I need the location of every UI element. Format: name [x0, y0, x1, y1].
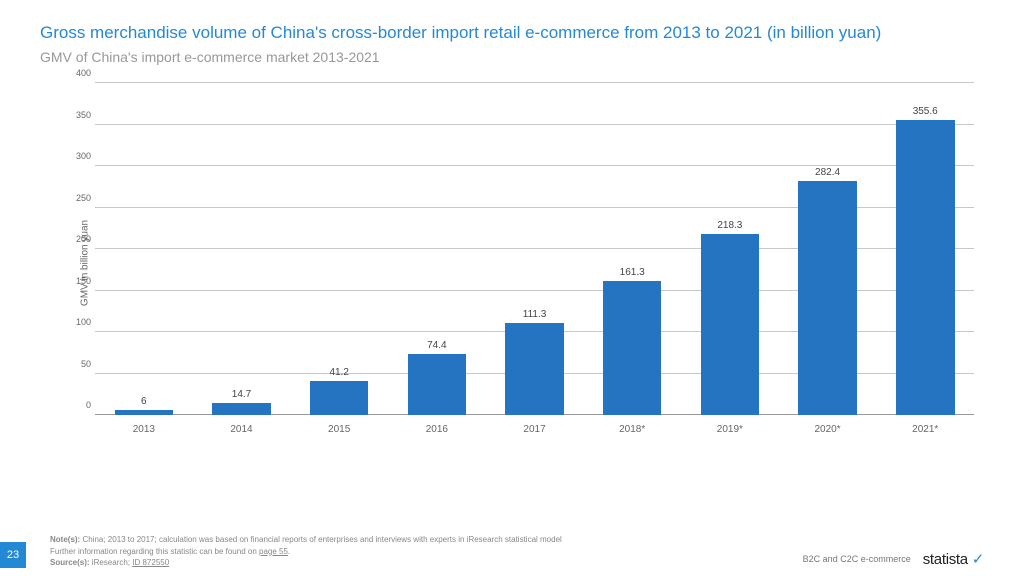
bar	[212, 403, 271, 415]
bar-value-label: 41.2	[329, 367, 348, 378]
y-tick-label: 200	[67, 234, 91, 244]
source-text: iResearch;	[90, 558, 133, 567]
footer-right: B2C and C2C e-commerce statista ✓	[803, 550, 984, 568]
bar	[505, 323, 564, 415]
brand-check-icon: ✓	[972, 551, 984, 568]
further-info-pre: Further information regarding this stati…	[50, 547, 259, 556]
bar-group: 62013	[95, 83, 193, 415]
x-tick-label: 2013	[133, 424, 155, 435]
brand-text: statista	[923, 551, 968, 568]
y-tick-label: 0	[67, 400, 91, 410]
bar-value-label: 355.6	[913, 106, 938, 117]
x-tick-label: 2018*	[619, 424, 645, 435]
bar-value-label: 6	[141, 396, 147, 407]
bar-value-label: 161.3	[620, 267, 645, 278]
bar-value-label: 282.4	[815, 167, 840, 178]
y-tick-label: 50	[67, 359, 91, 369]
x-tick-label: 2015	[328, 424, 350, 435]
bar-group: 111.32017	[486, 83, 584, 415]
plot: 6201314.7201441.2201574.42016111.3201716…	[95, 83, 974, 415]
bar-value-label: 74.4	[427, 340, 446, 351]
footer: 23 Note(s): China; 2013 to 2017; calcula…	[0, 534, 1024, 568]
x-tick-label: 2016	[426, 424, 448, 435]
source-label: Source(s):	[50, 558, 90, 567]
y-tick-label: 400	[67, 68, 91, 78]
bar	[115, 410, 174, 415]
x-tick-label: 2014	[230, 424, 252, 435]
source-id-link[interactable]: ID 872550	[132, 558, 169, 567]
x-tick-label: 2017	[523, 424, 545, 435]
bar-group: 74.42016	[388, 83, 486, 415]
bars-container: 6201314.7201441.2201574.42016111.3201716…	[95, 83, 974, 415]
note-label: Note(s):	[50, 535, 80, 544]
chart-area: GMV in billion yuan 6201314.7201441.2201…	[60, 83, 984, 443]
bar-group: 218.32019*	[681, 83, 779, 415]
y-tick-label: 150	[67, 276, 91, 286]
y-tick-label: 300	[67, 151, 91, 161]
bar-group: 41.22015	[290, 83, 388, 415]
x-tick-label: 2020*	[814, 424, 840, 435]
bar	[896, 120, 955, 415]
bar	[408, 354, 467, 416]
bar-value-label: 111.3	[523, 309, 547, 320]
y-tick-label: 350	[67, 110, 91, 120]
y-tick-label: 250	[67, 193, 91, 203]
further-info-post: .	[288, 547, 290, 556]
bar	[798, 181, 857, 415]
bar-group: 161.32018*	[583, 83, 681, 415]
bar	[310, 381, 369, 415]
x-tick-label: 2021*	[912, 424, 938, 435]
bar-group: 14.72014	[193, 83, 291, 415]
y-tick-label: 100	[67, 317, 91, 327]
category-label: B2C and C2C e-commerce	[803, 554, 911, 564]
further-info-link[interactable]: page 55	[259, 547, 288, 556]
bar-value-label: 14.7	[232, 389, 251, 400]
bar-group: 355.62021*	[876, 83, 974, 415]
y-axis-label: GMV in billion yuan	[80, 220, 91, 306]
bar	[701, 234, 760, 415]
chart-subtitle: GMV of China's import e-commerce market …	[40, 49, 984, 65]
bar	[603, 281, 662, 415]
page-number-badge: 23	[0, 542, 26, 568]
bar-value-label: 218.3	[717, 220, 742, 231]
brand-logo: statista ✓	[923, 550, 984, 568]
bar-group: 282.42020*	[779, 83, 877, 415]
x-tick-label: 2019*	[717, 424, 743, 435]
note-text: China; 2013 to 2017; calculation was bas…	[80, 535, 562, 544]
chart-title: Gross merchandise volume of China's cros…	[40, 22, 984, 43]
